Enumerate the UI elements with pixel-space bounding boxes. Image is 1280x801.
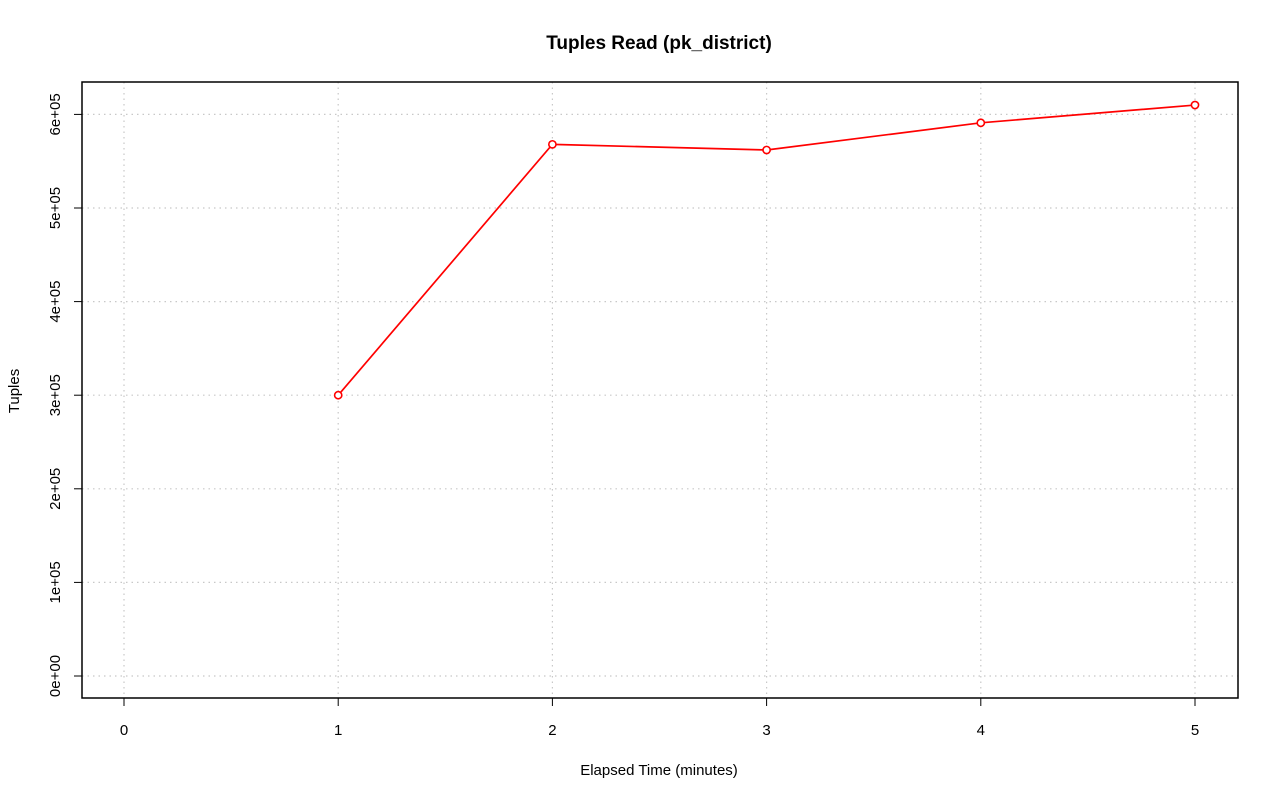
y-axis: 0e+00 1e+05 2e+05 3e+05 4e+05 5e+05 6e+05	[47, 93, 82, 697]
plot-frame	[81, 81, 1239, 699]
series-layer	[333, 100, 1200, 400]
x-tick-label: 1	[334, 722, 342, 739]
x-tick-label: 5	[1191, 722, 1199, 739]
y-axis-label: Tuples	[6, 369, 23, 413]
data-point	[548, 139, 557, 149]
data-point	[1190, 100, 1200, 110]
data-point	[333, 390, 343, 400]
x-tick-label: 4	[977, 722, 985, 739]
x-tick-label: 2	[548, 722, 556, 739]
data-point	[762, 145, 771, 155]
grid	[82, 82, 1238, 698]
y-tick-label: 0e+00	[47, 655, 64, 697]
y-tick-label: 2e+05	[47, 468, 64, 510]
y-tick-label: 1e+05	[47, 561, 64, 603]
x-tick-label: 0	[120, 722, 128, 739]
x-axis-label: Elapsed Time (minutes)	[580, 762, 738, 779]
y-tick-label: 6e+05	[47, 93, 64, 135]
y-tick-label: 5e+05	[47, 187, 64, 229]
data-point	[976, 118, 986, 128]
chart-title: Tuples Read (pk_district)	[546, 33, 772, 54]
x-tick-label: 3	[762, 722, 770, 739]
y-tick-label: 3e+05	[47, 374, 64, 416]
x-axis: 0 1 2 3 4 5	[120, 698, 1199, 739]
y-tick-label: 4e+05	[47, 281, 64, 323]
